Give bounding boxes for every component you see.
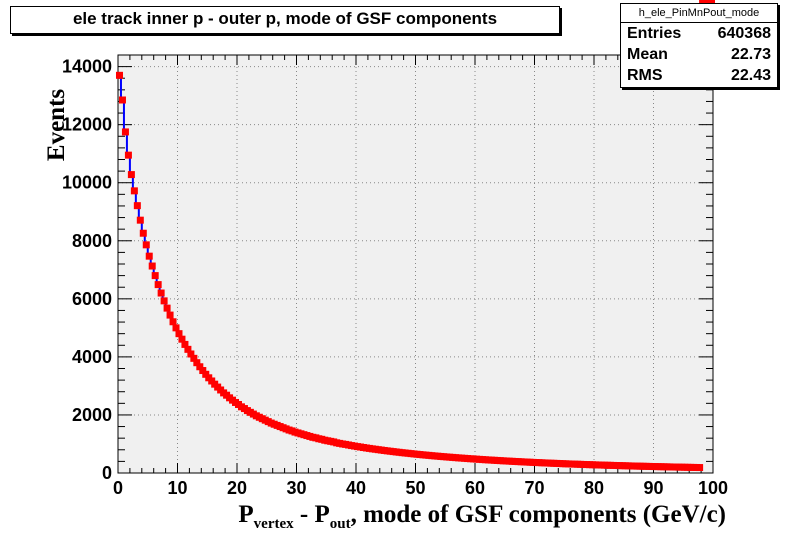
chart-title: ele track inner p - outer p, mode of GSF… xyxy=(72,9,498,28)
stats-value: 22.43 xyxy=(730,67,771,84)
stats-value: 640368 xyxy=(717,25,771,42)
series-markers xyxy=(115,0,716,472)
stats-label: Entries xyxy=(627,25,682,42)
data-point xyxy=(199,367,207,375)
data-point xyxy=(190,354,198,362)
data-point xyxy=(178,335,186,343)
data-point xyxy=(130,187,138,195)
data-point xyxy=(148,262,156,270)
data-point xyxy=(124,151,132,159)
stats-row-entries: Entries 640368 xyxy=(621,23,777,44)
data-point xyxy=(196,363,204,371)
y-tick-label: 2000 xyxy=(72,405,112,425)
y-tick-label: 4000 xyxy=(72,347,112,367)
x-tick-label: 90 xyxy=(643,478,663,498)
stats-row-mean: Mean 22.73 xyxy=(621,44,777,65)
y-axis-label: Events xyxy=(43,89,70,162)
x-axis-label-rest: , mode of GSF components (GeV/c) xyxy=(351,501,726,528)
y-tick-label: 6000 xyxy=(72,289,112,309)
data-point xyxy=(163,304,171,312)
data-point xyxy=(184,345,192,353)
y-tick-label: 0 xyxy=(102,463,112,483)
data-point xyxy=(187,350,195,358)
x-axis-label-main: P xyxy=(238,501,253,528)
data-point xyxy=(696,464,704,472)
stats-row-rms: RMS 22.43 xyxy=(621,65,777,86)
data-point xyxy=(136,216,144,224)
data-point xyxy=(115,71,123,79)
x-axis-label-sub1: vertex xyxy=(254,516,294,532)
data-point xyxy=(193,359,201,367)
x-axis-label-mid: - P xyxy=(294,501,330,528)
stats-histogram-name: h_ele_PinMnPout_mode xyxy=(621,4,777,23)
data-point xyxy=(121,128,129,136)
stats-label: Mean xyxy=(627,46,668,63)
data-point xyxy=(127,171,135,179)
stats-value: 22.73 xyxy=(730,46,771,63)
x-tick-label: 100 xyxy=(698,478,728,498)
data-point xyxy=(154,281,162,289)
x-tick-label: 20 xyxy=(227,478,247,498)
data-point xyxy=(175,330,183,338)
stats-box: h_ele_PinMnPout_mode Entries 640368 Mean… xyxy=(620,3,778,88)
x-tick-label: 40 xyxy=(346,478,366,498)
chart-title-box: ele track inner p - outer p, mode of GSF… xyxy=(10,6,560,34)
y-tick-label: 10000 xyxy=(62,173,112,193)
data-point xyxy=(157,289,165,297)
y-tick-label: 14000 xyxy=(62,57,112,77)
x-tick-label: 60 xyxy=(465,478,485,498)
y-tick-label: 8000 xyxy=(72,231,112,251)
data-point xyxy=(181,340,189,348)
stats-label: RMS xyxy=(627,67,663,84)
x-tick-label: 70 xyxy=(524,478,544,498)
data-point xyxy=(166,311,174,319)
data-point xyxy=(169,318,177,326)
data-point xyxy=(145,252,153,260)
data-point xyxy=(160,297,168,305)
data-point xyxy=(151,272,159,280)
data-point xyxy=(142,241,150,249)
x-tick-label: 10 xyxy=(167,478,187,498)
y-tick-label: 12000 xyxy=(62,115,112,135)
data-point xyxy=(172,324,180,332)
data-point xyxy=(139,229,147,237)
x-tick-label: 30 xyxy=(286,478,306,498)
x-tick-label: 50 xyxy=(405,478,425,498)
x-axis-label-sub2: out xyxy=(330,516,351,532)
x-axis-label: Pvertex - Pout, mode of GSF components (… xyxy=(238,501,726,532)
data-point xyxy=(118,96,126,104)
data-point xyxy=(133,202,141,210)
x-tick-label: 0 xyxy=(113,478,123,498)
x-tick-label: 80 xyxy=(584,478,604,498)
